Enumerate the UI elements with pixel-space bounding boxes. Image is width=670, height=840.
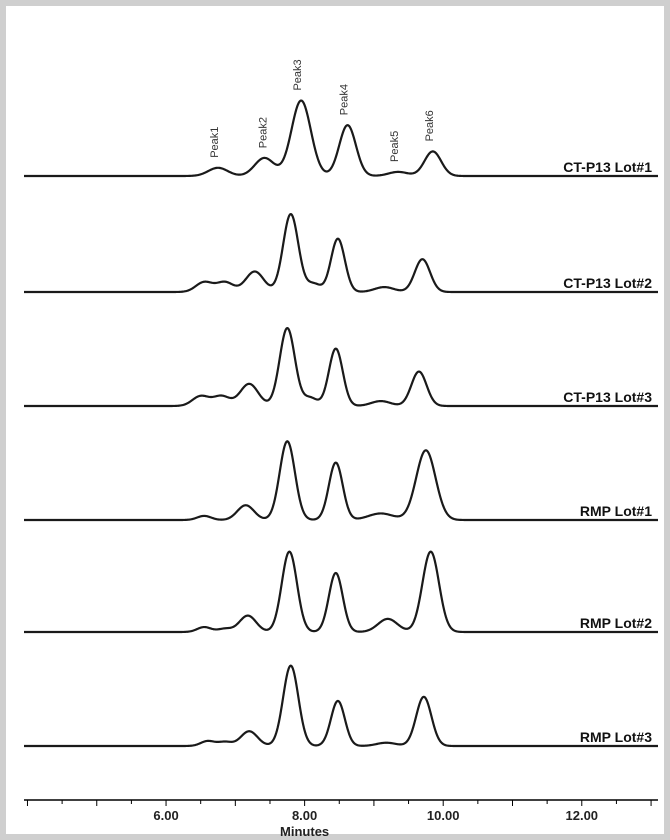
x-axis-ticks-group: 6.00 8.00 10.00 12.00 — [26, 800, 652, 823]
peak-label-3: Peak3 — [292, 59, 304, 90]
x-tick-label-4: 12.00 — [566, 808, 599, 823]
peak-label-1: Peak1 — [209, 127, 221, 158]
traces-group — [23, 99, 659, 748]
peak-label-6: Peak6 — [424, 110, 436, 141]
peak-label-5: Peak5 — [389, 131, 401, 162]
x-tick-label-1: 6.00 — [153, 808, 178, 823]
x-tick-label-2: 8.00 — [292, 808, 317, 823]
series-label-3: CT-P13 Lot#3 — [563, 389, 652, 405]
peak-label-2: Peak2 — [258, 117, 270, 148]
series-trace-5 — [23, 550, 659, 634]
series-trace-6 — [23, 664, 659, 748]
series-labels-group: CT-P13 Lot#1 CT-P13 Lot#2 CT-P13 Lot#3 RMP … — [563, 159, 652, 745]
series-label-6: RMP Lot#3 — [580, 729, 652, 745]
peak-label-4: Peak4 — [339, 84, 351, 115]
series-trace-3 — [23, 326, 659, 408]
series-label-5: RMP Lot#2 — [580, 615, 652, 631]
series-trace-1 — [23, 99, 659, 178]
series-label-4: RMP Lot#1 — [580, 503, 652, 519]
peak-labels-group: Peak1 Peak2 Peak3 Peak4 Peak5 Peak6 — [209, 59, 436, 162]
series-trace-2 — [23, 212, 659, 294]
series-trace-4 — [23, 440, 659, 522]
series-label-1: CT-P13 Lot#1 — [563, 159, 652, 175]
x-axis-label: Minutes — [280, 824, 329, 839]
x-tick-label-3: 10.00 — [427, 808, 460, 823]
series-label-2: CT-P13 Lot#2 — [563, 275, 652, 291]
